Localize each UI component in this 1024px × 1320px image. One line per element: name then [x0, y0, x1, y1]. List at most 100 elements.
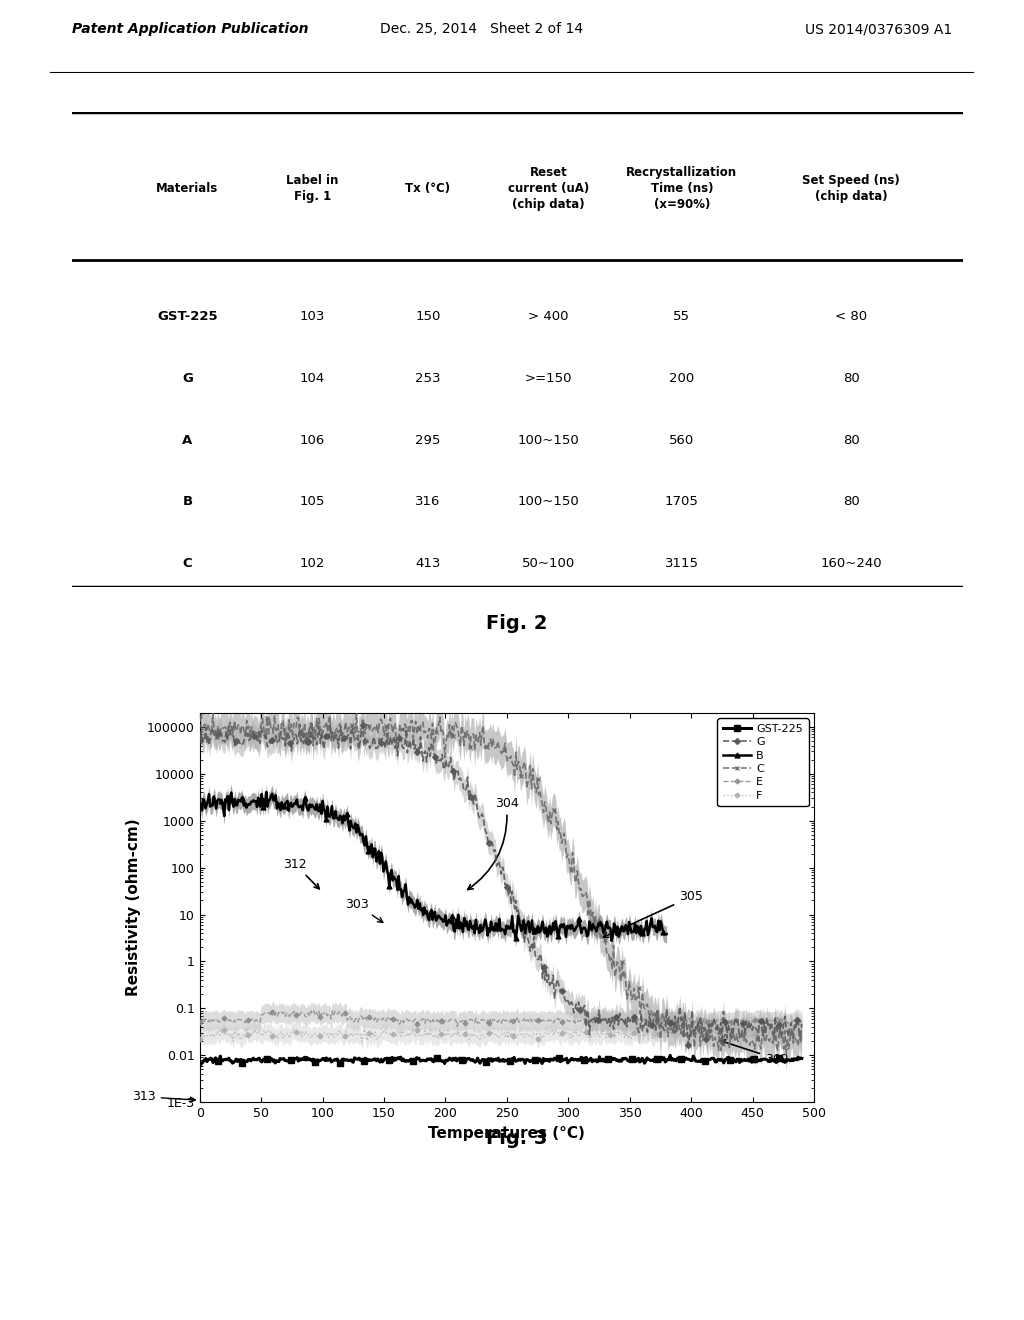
G	[682, 1038, 694, 1053]
Text: < 80: < 80	[836, 310, 867, 323]
Text: C: C	[182, 557, 193, 570]
Line: E: E	[198, 1008, 804, 1028]
B	[347, 820, 359, 836]
GST-225	[550, 1051, 562, 1067]
Text: > 400: > 400	[528, 310, 568, 323]
B	[531, 919, 544, 935]
Text: 253: 253	[416, 372, 440, 385]
F	[194, 1031, 206, 1047]
Text: 150: 150	[416, 310, 440, 323]
Text: B: B	[182, 495, 193, 508]
Text: 3115: 3115	[665, 557, 699, 570]
GST-225	[782, 1052, 795, 1068]
F	[788, 1028, 801, 1044]
Text: Patent Application Publication: Patent Application Publication	[72, 22, 308, 36]
F	[260, 1024, 272, 1040]
E	[773, 1014, 785, 1030]
G	[783, 1019, 796, 1035]
Text: 304: 304	[468, 796, 518, 890]
GST-225	[480, 1053, 493, 1069]
GST-225	[187, 1072, 200, 1088]
Text: 160~240: 160~240	[820, 557, 882, 570]
Text: Recrystallization
Time (ns)
(x=90%): Recrystallization Time (ns) (x=90%)	[627, 166, 737, 211]
G	[306, 715, 318, 731]
Text: >=150: >=150	[524, 372, 572, 385]
Text: 80: 80	[843, 372, 859, 385]
Text: 312: 312	[284, 858, 319, 888]
B	[660, 927, 673, 942]
Text: 200: 200	[670, 372, 694, 385]
Text: Tx (°C): Tx (°C)	[406, 182, 451, 195]
B	[535, 924, 547, 940]
B	[605, 933, 617, 949]
B	[380, 854, 392, 870]
Y-axis label: Resistivity (ohm-cm): Resistivity (ohm-cm)	[126, 818, 141, 997]
E	[194, 1014, 206, 1030]
Text: 560: 560	[670, 433, 694, 446]
Text: Set Speed (ns)
(chip data): Set Speed (ns) (chip data)	[803, 174, 900, 203]
Text: 313: 313	[132, 1090, 196, 1104]
Line: G: G	[198, 721, 804, 1047]
Text: 80: 80	[843, 495, 859, 508]
C	[350, 702, 362, 718]
G	[796, 1016, 808, 1032]
Text: Reset
current (uA)
(chip data): Reset current (uA) (chip data)	[508, 166, 589, 211]
C	[796, 1027, 808, 1043]
F	[536, 1028, 548, 1044]
Line: C: C	[198, 708, 804, 1056]
Text: A: A	[182, 433, 193, 446]
E	[632, 1012, 644, 1028]
C	[520, 780, 532, 796]
E	[788, 1012, 801, 1028]
GST-225	[687, 1048, 699, 1064]
GST-225	[796, 1051, 808, 1067]
G	[553, 979, 565, 995]
Text: Label in
Fig. 1: Label in Fig. 1	[286, 174, 338, 203]
Line: F: F	[198, 1028, 804, 1043]
C	[688, 1039, 700, 1055]
Text: Dec. 25, 2014   Sheet 2 of 14: Dec. 25, 2014 Sheet 2 of 14	[380, 22, 583, 36]
Text: 80: 80	[843, 433, 859, 446]
G	[520, 928, 532, 944]
GST-225	[664, 1048, 676, 1064]
B	[260, 784, 272, 800]
Text: 302: 302	[720, 1040, 788, 1065]
C	[783, 1035, 796, 1051]
C	[553, 826, 565, 842]
E	[296, 1005, 308, 1020]
Text: 1705: 1705	[665, 495, 698, 508]
G	[480, 826, 493, 842]
C	[480, 739, 493, 755]
B	[250, 793, 262, 809]
Text: 305: 305	[603, 891, 702, 937]
F	[632, 1026, 644, 1041]
F	[796, 1027, 808, 1043]
F	[294, 1023, 306, 1039]
GST-225	[476, 1052, 488, 1068]
GST-225	[516, 1052, 528, 1068]
Text: 105: 105	[300, 495, 325, 508]
Text: 295: 295	[416, 433, 440, 446]
Text: 303: 303	[345, 898, 383, 923]
E	[451, 1019, 463, 1035]
Text: 103: 103	[300, 310, 325, 323]
F	[358, 1022, 371, 1038]
Line: B: B	[198, 789, 669, 944]
Line: GST-225: GST-225	[190, 1052, 805, 1082]
Text: Materials: Materials	[157, 182, 218, 195]
G	[194, 731, 206, 747]
Text: G: G	[182, 372, 193, 385]
B	[488, 920, 501, 936]
Text: 100~150: 100~150	[517, 495, 580, 508]
Text: 55: 55	[674, 310, 690, 323]
B	[194, 797, 206, 813]
C	[194, 708, 206, 723]
Text: Fig. 3: Fig. 3	[486, 1129, 548, 1148]
E	[267, 1003, 280, 1019]
Text: GST-225: GST-225	[157, 310, 218, 323]
E	[536, 1014, 548, 1030]
C	[780, 1047, 793, 1063]
Text: 413: 413	[416, 557, 440, 570]
Text: 102: 102	[300, 557, 325, 570]
F	[773, 1027, 785, 1043]
